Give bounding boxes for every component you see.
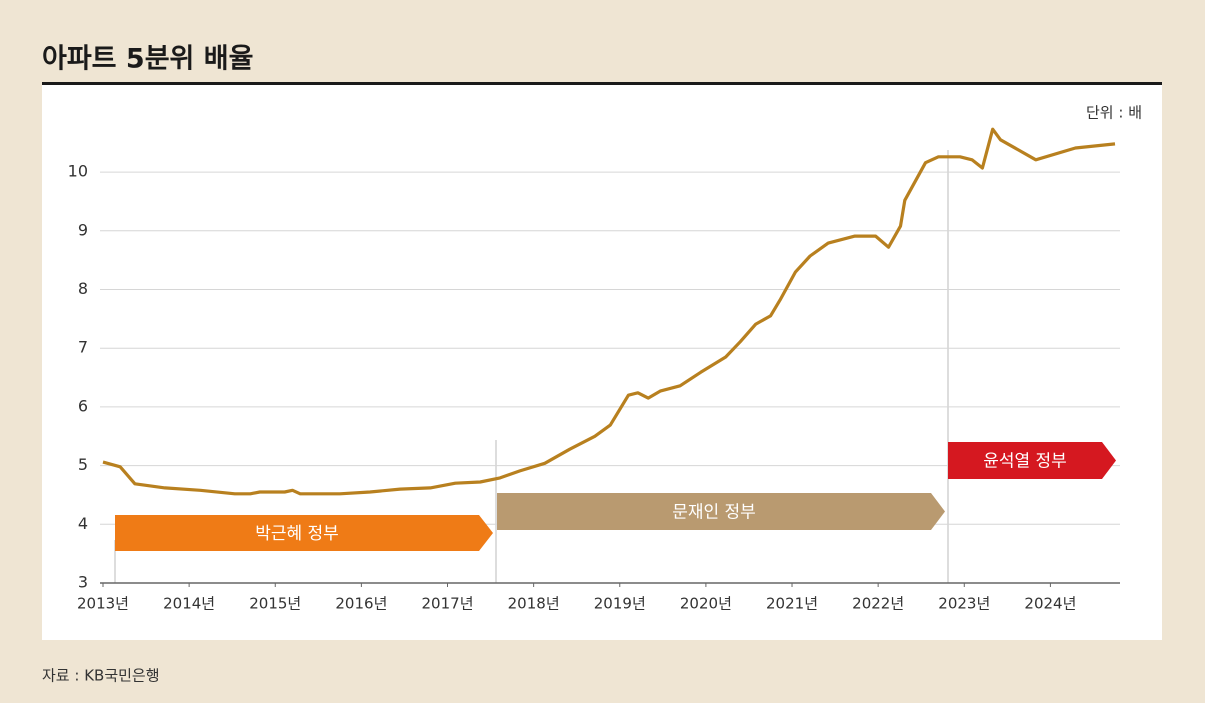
x-tick-label: 2014년 — [163, 595, 215, 613]
period-arrow — [115, 515, 493, 551]
y-tick-label: 9 — [78, 220, 88, 239]
period-label: 박근혜 정부 — [255, 524, 339, 544]
y-tick-label: 8 — [78, 279, 88, 298]
x-tick-label: 2024년 — [1024, 595, 1076, 613]
x-tick-label: 2021년 — [766, 595, 818, 613]
title-rule — [42, 82, 1162, 85]
x-tick-label: 2020년 — [680, 595, 732, 613]
chart-title: 아파트 5분위 배율 — [42, 44, 253, 75]
x-tick-label: 2013년 — [77, 595, 129, 613]
period-label: 윤석열 정부 — [983, 452, 1067, 472]
x-tick-label: 2015년 — [249, 595, 301, 613]
y-tick-label: 3 — [78, 573, 88, 592]
source: 자료 : KB국민은행 — [42, 667, 160, 685]
x-tick-label: 2019년 — [594, 595, 646, 613]
x-tick-label: 2017년 — [422, 595, 474, 613]
y-tick-label: 4 — [78, 514, 88, 533]
y-tick-label: 10 — [68, 162, 88, 181]
y-tick-label: 5 — [78, 455, 88, 474]
period-label: 문재인 정부 — [672, 503, 756, 523]
x-tick-label: 2022년 — [852, 595, 904, 613]
x-tick-label: 2023년 — [938, 595, 990, 613]
data-line — [102, 127, 1116, 496]
period-arrow — [948, 442, 1116, 479]
unit-label: 단위 : 배 — [1086, 104, 1142, 122]
y-tick-label: 7 — [78, 338, 88, 357]
x-tick-label: 2018년 — [508, 595, 560, 613]
x-tick-label: 2016년 — [335, 595, 387, 613]
period-arrow — [497, 493, 945, 530]
plot-panel — [42, 85, 1162, 640]
y-tick-label: 6 — [78, 396, 88, 415]
